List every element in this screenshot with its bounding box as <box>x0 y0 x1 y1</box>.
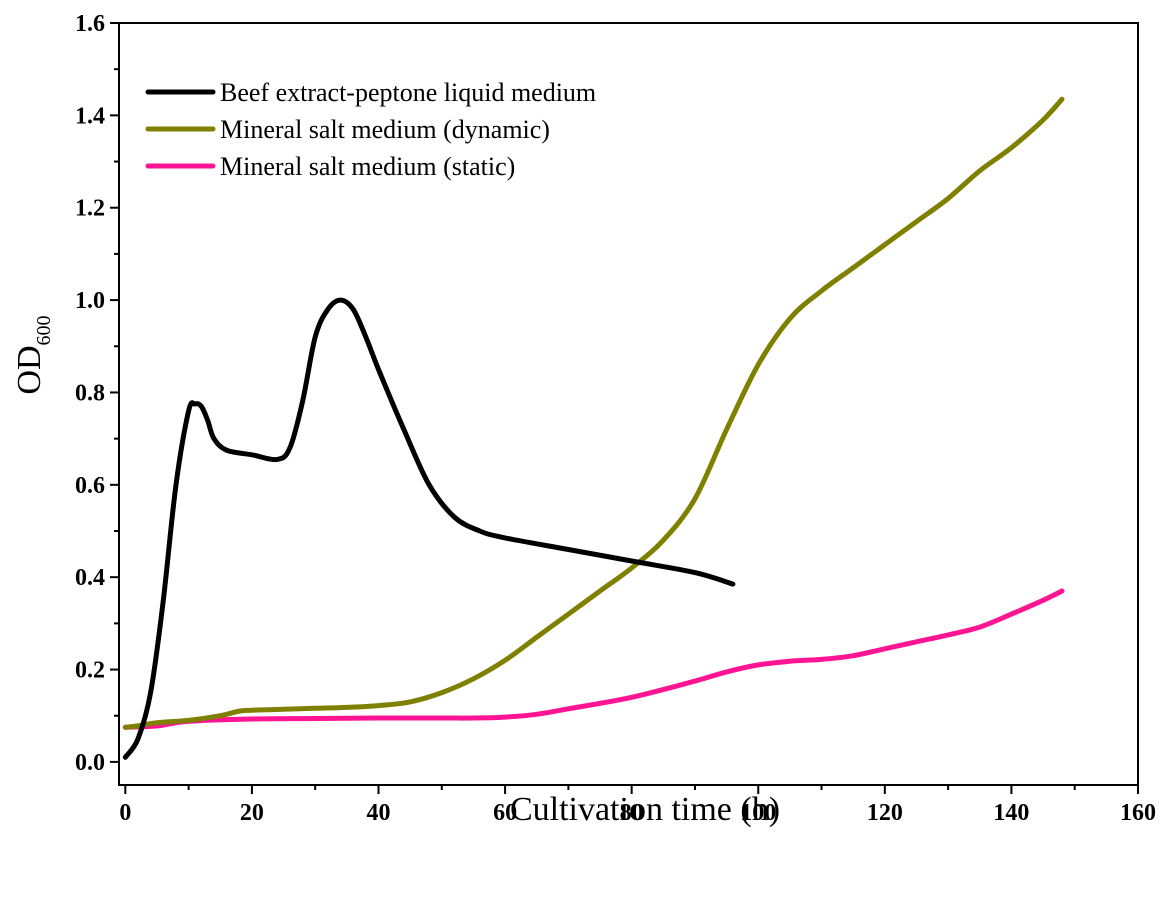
x-tick-label: 120 <box>867 800 903 826</box>
legend-label: Mineral salt medium (dynamic) <box>220 115 550 144</box>
y-tick-label: 0.4 <box>75 565 105 591</box>
y-axis-title: OD600 <box>11 315 55 394</box>
legend-label: Beef extract-peptone liquid medium <box>220 78 596 107</box>
x-axis-ticks: 0 20 40 60 80 100 120 140 160 <box>119 785 1156 826</box>
y-tick-label: 0.8 <box>75 380 105 406</box>
y-tick-label: 1.4 <box>75 103 105 129</box>
y-tick-label: 1.0 <box>75 288 105 314</box>
y-tick-label: 0.0 <box>75 750 105 776</box>
x-tick-label: 160 <box>1120 800 1156 826</box>
y-axis-title-subscript: 600 <box>33 315 55 345</box>
legend-label: Mineral salt medium (static) <box>220 152 515 181</box>
y-tick-label: 1.6 <box>75 11 105 37</box>
y-tick-label: 0.6 <box>75 473 105 499</box>
plot-frame <box>118 22 1139 786</box>
x-tick-label: 20 <box>240 800 264 826</box>
series-line-1 <box>122 96 1065 730</box>
x-tick-label: 100 <box>740 800 776 826</box>
x-axis-title: Cultivation time (h) <box>510 791 780 828</box>
y-tick-label: 1.2 <box>75 196 105 222</box>
y-axis-title-main: OD <box>11 345 48 394</box>
series-line-0 <box>122 297 736 760</box>
x-tick-label: 140 <box>993 800 1029 826</box>
x-tick-label: 40 <box>366 800 390 826</box>
y-axis-ticks: 0.0 0.2 0.4 0.6 0.8 1.0 1.2 1.4 1.6 <box>75 11 119 776</box>
x-tick-label: 80 <box>620 800 644 826</box>
legend: Beef extract-peptone liquid medium Minera… <box>145 78 596 181</box>
x-tick-label: 60 <box>493 800 517 826</box>
x-tick-label: 0 <box>119 800 131 826</box>
series-line-2 <box>122 588 1065 730</box>
y-tick-label: 0.2 <box>75 658 105 684</box>
series-lines <box>122 96 1065 760</box>
